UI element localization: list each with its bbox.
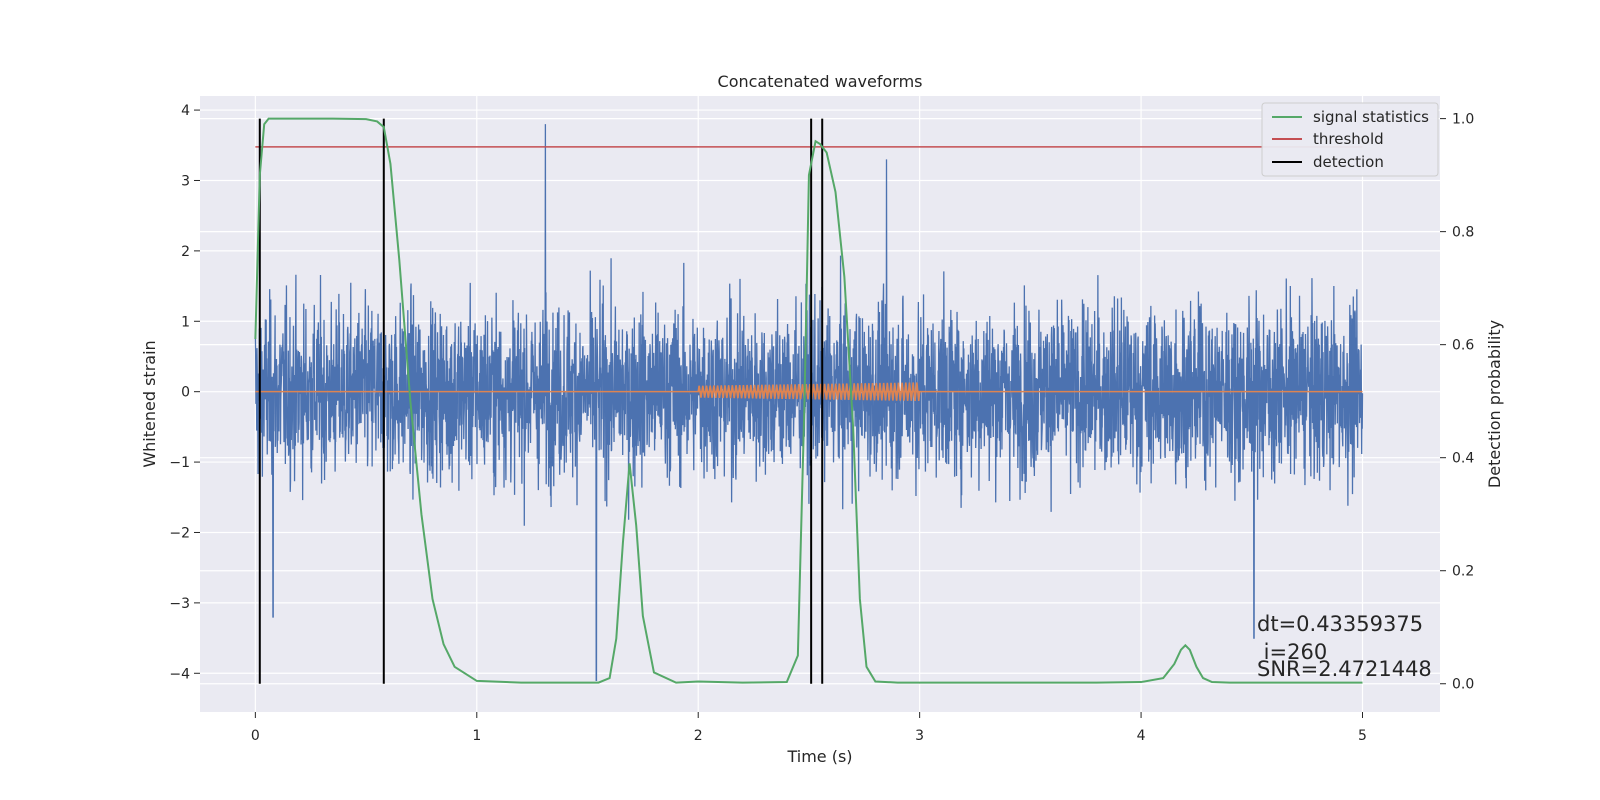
y-ticks: −4 −3 −2 −1 0 1 2 3 4 bbox=[169, 103, 200, 682]
x-tick-label: 3 bbox=[915, 728, 924, 744]
x-tick-label: 0 bbox=[251, 728, 260, 744]
injection-line bbox=[697, 382, 921, 402]
signal-statistics-line bbox=[254, 117, 1363, 684]
y-right-tick-label: 0.2 bbox=[1452, 564, 1474, 580]
y-tick-label: 3 bbox=[181, 173, 190, 189]
x-tick-label: 1 bbox=[472, 728, 481, 744]
legend: signal statistics threshold detection bbox=[1261, 102, 1439, 177]
legend-label-signal-statistics: signal statistics bbox=[1313, 108, 1429, 126]
y-tick-label: −3 bbox=[169, 596, 190, 612]
legend-box bbox=[1261, 102, 1439, 177]
chart-title: Concatenated waveforms bbox=[718, 72, 923, 91]
y-tick-label: −1 bbox=[169, 455, 190, 471]
y-right-tick-label: 0.4 bbox=[1452, 451, 1474, 467]
injection-series bbox=[255, 382, 1363, 402]
legend-label-detection: detection bbox=[1313, 153, 1384, 171]
y-tick-label: 4 bbox=[181, 103, 190, 119]
y-tick-label: 2 bbox=[181, 244, 190, 260]
y-right-tick-label: 0.6 bbox=[1452, 338, 1474, 354]
annotation-snr: SNR=2.4721448 bbox=[1257, 657, 1432, 681]
annotation-dt: dt=0.43359375 bbox=[1257, 612, 1423, 636]
y-right-axis-label: Detection probability bbox=[1485, 320, 1504, 488]
x-tick-label: 5 bbox=[1358, 728, 1367, 744]
detection-lines bbox=[258, 118, 824, 684]
y-right-tick-label: 1.0 bbox=[1452, 112, 1474, 128]
y-tick-label: 1 bbox=[181, 314, 190, 330]
x-axis-label: Time (s) bbox=[786, 747, 852, 766]
strain-series bbox=[254, 124, 1364, 681]
x-ticks: 0 1 2 3 4 5 bbox=[251, 712, 1367, 744]
y-axis-label: Whitened strain bbox=[140, 340, 159, 467]
annotation: dt=0.43359375 i=260 SNR=2.4721448 bbox=[1257, 612, 1432, 681]
annotation-i: i=260 bbox=[1257, 640, 1327, 664]
x-tick-label: 2 bbox=[694, 728, 703, 744]
y-tick-label: 0 bbox=[181, 385, 190, 401]
y-tick-label: −2 bbox=[169, 525, 190, 541]
x-tick-label: 4 bbox=[1137, 728, 1146, 744]
y-right-ticks: 0.0 0.2 0.4 0.6 0.8 1.0 bbox=[1440, 112, 1474, 693]
strain-line bbox=[254, 124, 1364, 681]
y-right-tick-label: 0.0 bbox=[1452, 677, 1474, 693]
y-right-tick-label: 0.8 bbox=[1452, 225, 1474, 241]
legend-label-threshold: threshold bbox=[1313, 130, 1384, 148]
y-tick-label: −4 bbox=[169, 666, 190, 682]
